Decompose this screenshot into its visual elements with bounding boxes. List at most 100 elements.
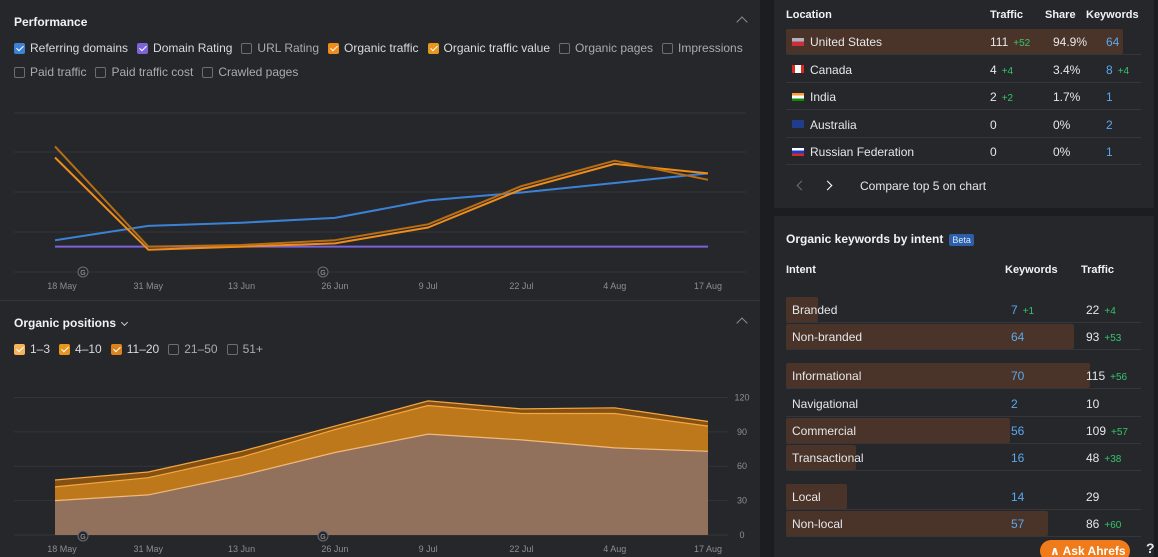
metric-impressions[interactable]: Impressions	[662, 41, 743, 55]
metric-domain-rating[interactable]: Domain Rating	[137, 41, 232, 55]
location-keywords[interactable]: 8 +4	[1106, 62, 1130, 77]
filter-11-20[interactable]: 11–20	[110, 342, 159, 356]
checkbox-icon[interactable]	[137, 42, 149, 54]
location-row[interactable]: Russian Federation 0 0% 1	[786, 138, 1141, 165]
checkbox-icon[interactable]	[328, 42, 340, 54]
location-name[interactable]: Canada	[792, 63, 852, 77]
location-name[interactable]: Russian Federation	[792, 145, 914, 159]
x-tick-label: 22 Jul	[509, 281, 533, 291]
intent-row[interactable]: Transactional 16 48 +38	[786, 444, 1141, 471]
intent-keywords[interactable]: 70	[1011, 369, 1025, 384]
location-name[interactable]: United States	[792, 35, 882, 49]
col-intent-traffic[interactable]: Traffic	[1081, 264, 1115, 276]
organic-positions-title[interactable]: Organic positions	[14, 316, 129, 330]
intent-keywords[interactable]: 2	[1011, 396, 1018, 411]
intent-row[interactable]: Branded 7 +1 22 +4	[786, 296, 1141, 323]
intent-traffic: 115 +56	[1086, 369, 1128, 384]
location-row[interactable]: Canada 4 +4 3.4% 8 +4	[786, 56, 1141, 83]
intent-name: Non-local	[792, 517, 843, 532]
google-update-icon[interactable]	[317, 530, 329, 542]
location-row[interactable]: Australia 0 0% 2	[786, 111, 1141, 138]
intent-row[interactable]: Navigational 2 10	[786, 390, 1141, 417]
metric-organic-traffic-value[interactable]: Organic traffic value	[427, 41, 550, 55]
filter-4-10[interactable]: 4–10	[59, 342, 102, 356]
google-update-icon[interactable]	[77, 530, 89, 542]
intent-keywords[interactable]: 14	[1011, 490, 1025, 505]
intent-bar	[786, 324, 1074, 350]
location-name[interactable]: India	[792, 90, 836, 104]
location-keywords[interactable]: 1	[1106, 145, 1113, 159]
marker-g-2[interactable]: G	[317, 266, 329, 278]
col-intent-keywords[interactable]: Keywords	[1005, 264, 1058, 276]
checkbox-icon[interactable]	[202, 66, 214, 78]
x-tick-label: 26 Jun	[321, 281, 348, 291]
marker-g-3[interactable]: G	[77, 530, 89, 542]
flag-ca-icon	[792, 65, 804, 74]
intent-keywords[interactable]: 57	[1011, 517, 1025, 532]
metric-organic-pages[interactable]: Organic pages	[559, 41, 653, 55]
location-keywords[interactable]: 2	[1106, 117, 1113, 132]
metric-crawled-pages[interactable]: Crawled pages	[202, 65, 298, 79]
filter-1-3[interactable]: 1–3	[14, 342, 50, 356]
location-keywords[interactable]: 1	[1106, 90, 1113, 104]
x-tick-label: 18 May	[47, 544, 77, 554]
metric-referring-domains[interactable]: Referring domains	[14, 41, 128, 55]
checkbox-icon[interactable]	[14, 66, 25, 78]
ask-ahrefs-button[interactable]: ∧ Ask Ahrefs	[1040, 540, 1130, 557]
metric-paid-traffic[interactable]: Paid traffic	[14, 65, 86, 79]
intent-row[interactable]: Non-local 57 86 +60	[786, 510, 1141, 538]
checkbox-icon[interactable]	[662, 42, 674, 54]
checkbox-icon[interactable]	[95, 66, 107, 78]
prev-arrow-icon[interactable]	[796, 180, 807, 191]
checkbox-icon[interactable]	[241, 42, 253, 54]
intent-row[interactable]: Non-branded 64 93 +53	[786, 323, 1141, 351]
checkbox-icon[interactable]	[226, 343, 238, 355]
help-icon[interactable]: ?	[1146, 540, 1155, 556]
positions-chart[interactable]: 120 90 60 30 0 18 May 31 May 13 Jun 26 Jun 9 Jul…	[0, 301, 760, 557]
series-line-organic-traffic-value[interactable]	[54, 145, 709, 248]
series-line-organic-traffic[interactable]	[54, 156, 709, 251]
google-update-icon[interactable]	[77, 266, 89, 278]
intent-keywords[interactable]: 7 +1	[1011, 303, 1035, 317]
col-keywords[interactable]: Keywords	[1086, 9, 1139, 21]
performance-panel: Performance Referring domains Domain Rat…	[0, 0, 760, 300]
location-row[interactable]: United States 111 +52 94.9% 64	[786, 28, 1141, 55]
series-line-referring-domains[interactable]	[54, 172, 709, 242]
checkbox-icon[interactable]	[559, 42, 570, 54]
intent-keywords[interactable]: 64	[1011, 330, 1025, 345]
x-tick-label: 22 Jul	[509, 544, 533, 554]
metric-organic-traffic[interactable]: Organic traffic	[328, 41, 419, 55]
marker-g-1[interactable]: G	[77, 266, 89, 278]
col-share[interactable]: Share	[1045, 9, 1076, 21]
performance-chart[interactable]: 18 May 31 May 13 Jun 26 Jun 9 Jul 22 Jul 4 Aug…	[0, 0, 760, 300]
location-keywords[interactable]: 64	[1106, 35, 1120, 49]
checkbox-icon[interactable]	[168, 343, 180, 355]
google-update-icon[interactable]	[317, 266, 329, 278]
marker-g-4[interactable]: G	[317, 530, 329, 542]
intent-traffic: 86 +60	[1086, 517, 1122, 532]
intent-row[interactable]: Local 14 29	[786, 483, 1141, 511]
checkbox-icon[interactable]	[110, 343, 122, 355]
intent-keywords[interactable]: 56	[1011, 423, 1025, 438]
filter-51-plus[interactable]: 51+	[226, 342, 263, 356]
location-row[interactable]: India 2 +2 1.7% 1	[786, 83, 1141, 110]
location-name[interactable]: Australia	[792, 118, 857, 132]
col-traffic[interactable]: Traffic	[990, 9, 1024, 21]
intent-keywords[interactable]: 16	[1011, 451, 1025, 465]
intent-row[interactable]: Informational 70 115 +56	[786, 362, 1141, 390]
metric-url-rating[interactable]: URL Rating	[241, 41, 319, 55]
next-arrow-icon[interactable]	[822, 180, 833, 191]
checkbox-icon[interactable]	[427, 42, 439, 54]
checkbox-icon[interactable]	[14, 343, 25, 355]
checkbox-icon[interactable]	[14, 42, 25, 54]
intent-row[interactable]: Commercial 56 109 +57	[786, 417, 1141, 444]
compare-top5-link[interactable]: Compare top 5 on chart	[860, 179, 987, 193]
filter-21-50[interactable]: 21–50	[168, 342, 218, 356]
flag-au-icon	[792, 120, 804, 129]
metric-paid-traffic-cost[interactable]: Paid traffic cost	[95, 65, 193, 79]
area-series-0[interactable]	[55, 434, 708, 535]
intent-name: Branded	[792, 303, 838, 317]
intent-panel: Organic keywords by intent Beta Intent Ke…	[774, 216, 1154, 557]
checkbox-icon[interactable]	[59, 343, 71, 355]
locations-panel: Location Traffic Share Keywords United S…	[774, 0, 1154, 208]
